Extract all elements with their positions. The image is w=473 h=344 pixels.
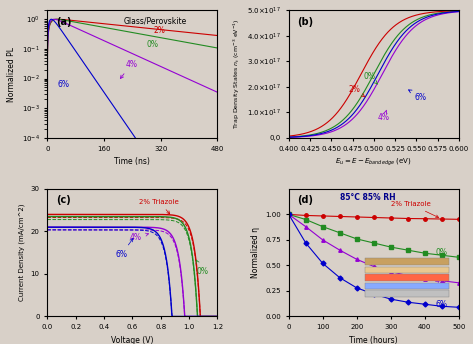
Text: 6%: 6% [58,80,70,89]
Text: 6%: 6% [115,238,133,259]
Y-axis label: Current Density (mA/cm^2): Current Density (mA/cm^2) [18,204,25,301]
X-axis label: Voltage (V): Voltage (V) [111,336,154,344]
Text: (c): (c) [56,195,70,205]
Text: (d): (d) [297,195,313,205]
Text: 2%: 2% [348,85,365,97]
Text: (a): (a) [56,17,71,27]
X-axis label: $E_u = E - E_{bandedge}$ (eV): $E_u = E - E_{bandedge}$ (eV) [335,157,412,169]
Text: 2% Triazole: 2% Triazole [140,199,179,214]
X-axis label: Time (hours): Time (hours) [350,336,398,344]
Text: Glass/Perovskite: Glass/Perovskite [124,17,187,26]
Text: 0%: 0% [435,248,447,257]
Text: 85°C 85% RH: 85°C 85% RH [340,193,395,202]
X-axis label: Time (ns): Time (ns) [114,157,150,166]
Text: 0%: 0% [147,40,158,49]
Y-axis label: Normalized η: Normalized η [251,227,260,278]
Text: 0%: 0% [196,260,208,276]
Y-axis label: Normalized PL: Normalized PL [7,46,16,101]
Text: 0%: 0% [364,72,378,84]
Text: 4%: 4% [435,276,447,285]
Y-axis label: Trap Density States $n_t$ (cm$^{-3}$ eV$^{-1}$): Trap Density States $n_t$ (cm$^{-3}$ eV$… [232,19,242,129]
Text: 4%: 4% [121,60,137,78]
Text: 6%: 6% [435,300,447,309]
Text: 4%: 4% [378,110,390,122]
Text: 2%: 2% [154,26,166,35]
Text: (b): (b) [297,17,314,27]
Text: 4%: 4% [130,233,149,242]
Text: 2% Triazole: 2% Triazole [391,201,438,217]
Text: 6%: 6% [409,90,427,101]
